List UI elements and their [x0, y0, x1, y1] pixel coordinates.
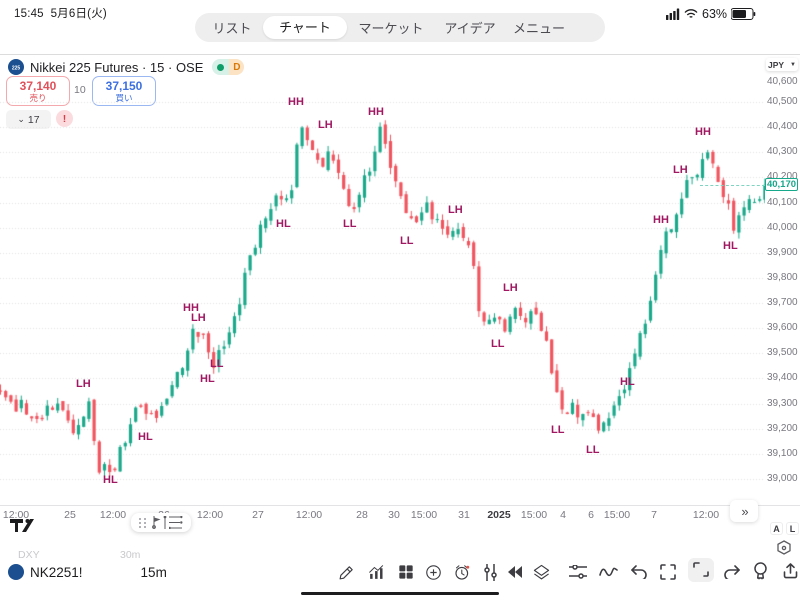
svg-text:225: 225: [12, 65, 21, 71]
